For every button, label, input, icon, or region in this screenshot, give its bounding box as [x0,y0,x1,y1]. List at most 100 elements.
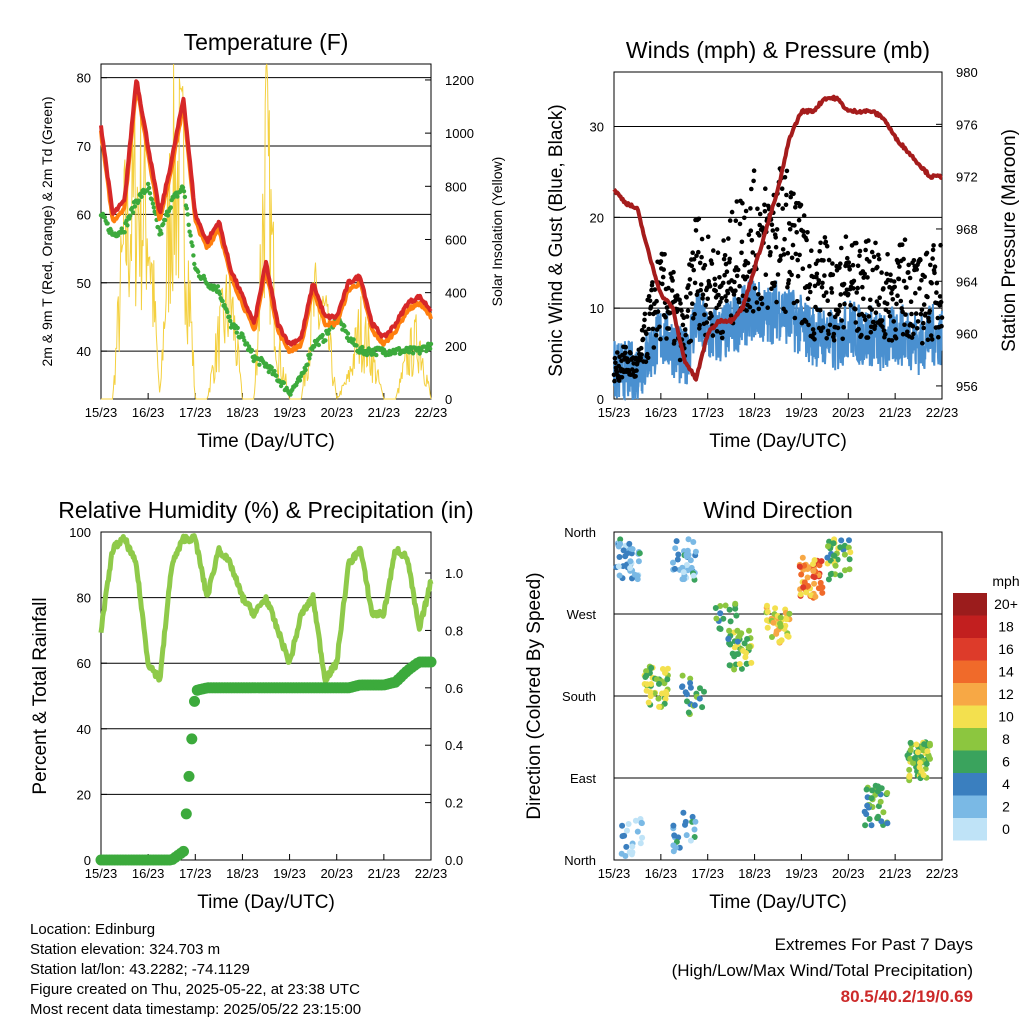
winds-gust-point [737,283,742,289]
temperature-dewpoint-point [374,352,379,358]
wind-direction-point [874,815,881,822]
winds-gust-point [714,329,720,334]
wind-direction-point [696,695,703,702]
humidity-ytick-label: 0 [84,853,91,868]
winds-gust-point [918,257,923,263]
winds-gust-point [886,309,891,315]
winds-gust-point [680,322,686,328]
wind-direction-point [796,563,803,570]
winds-gust-point [797,252,802,258]
winds-gust-point [647,298,653,304]
wind-direction-point [647,693,654,700]
winds-gust-point [677,357,683,363]
extremes-box: Extremes For Past 7 Days (High/Low/Max W… [672,932,973,1010]
temperature-dewpoint-point [215,284,221,289]
winds-gust-point [640,336,646,342]
winds-gust-point [612,355,618,361]
winds-gust-point [692,280,698,286]
wind-direction-point [800,584,807,591]
winds-gust-point [725,290,731,296]
winds-gust-point [939,323,944,329]
winds-gust-point [762,202,767,208]
humidity-precip-point [186,733,198,745]
temperature-ytick-label: 60 [77,207,91,222]
temperature-dewpoint-point [165,213,171,218]
winds-gust-point [835,325,841,331]
wind-direction-point [764,602,770,609]
temperature-dewpoint-point [147,191,153,196]
wind-direction-point [662,669,668,676]
winds-gust-point [662,252,667,257]
winds-gust-point [919,307,925,313]
temperature-dewpoint-point [119,226,124,231]
wind-direction-point [799,554,806,561]
winds-ytick-label: 30 [590,120,604,135]
humidity-y2tick-label: 0.0 [445,853,463,868]
wind-direction-point [655,695,662,702]
winds-gust-point [791,191,796,197]
winds-gust-point [811,331,817,336]
winds-gust-point [751,168,757,173]
winds-gust-point [660,274,666,280]
winds-gust-point [619,375,625,380]
humidity-xtick-label: 18/23 [226,866,259,881]
wind-direction-point [819,589,826,596]
wind-direction-point [683,553,690,560]
temperature-dewpoint-point [188,233,193,238]
temperature-dewpoint-point [345,331,351,336]
temperature-dewpoint-point [303,367,308,373]
wind-direction-point [716,625,723,632]
winds-y2label: Station Pressure (Maroon) [999,129,1020,352]
winds-gust-point [823,239,829,245]
winds-gust-point [705,234,711,240]
winds-gust-point [645,355,651,361]
winds-gust-point [646,294,652,299]
temperature-dewpoint-point [410,351,416,356]
winds-gust-point [783,309,788,315]
winds-gust-point [885,252,890,257]
winds-gust-point [639,352,644,357]
winds-pressure-series [612,94,943,382]
wind-direction-point [670,559,676,566]
winds-gust-point [798,202,804,208]
winds-xtick-label: 18/23 [738,405,771,420]
humidity-ytick-label: 40 [77,722,91,737]
winds-gust-point [871,319,876,325]
temperature-y2label: Solar Insolation (Yellow) [489,157,505,307]
wind-direction-point [863,786,870,793]
winds-gust-point [824,290,829,295]
wind-direction-point [732,605,739,612]
winds-gust-point [841,325,846,330]
temperature-dewpoint-point [180,185,186,190]
winds-gust-point [906,262,911,268]
winds-gust-point [784,168,790,174]
wind-direction-point [846,566,853,573]
winds-gust-point [727,218,733,223]
winds-gust-point [792,315,798,321]
winds-gust-point [781,252,787,257]
winds-gust-point [747,304,753,310]
extremes-subtitle: (High/Low/Max Wind/Total Precipitation) [671,961,973,980]
winds-xtick-label: 22/23 [926,405,959,420]
winds-gust-point [826,257,832,263]
wind-direction-colorbar-swatch [953,818,987,841]
winds-gust-point [784,192,789,198]
winds-gust-point [782,175,788,180]
temperature-dewpoint-point [281,380,287,385]
winds-gust-point [642,317,647,323]
winds-gust-point [782,236,787,242]
temperature-dewpoint-point [257,362,262,367]
winds-gust-point [903,312,908,317]
wind-direction-point [731,666,738,673]
winds-gust-point [814,274,819,280]
wind-direction-point [634,828,641,835]
wind-direction-point [726,662,733,669]
winds-xtick-label: 20/23 [832,405,865,420]
winds-gust-point [762,209,768,214]
wind-direction-colorbar-swatch [953,638,987,661]
winds-gust-point [786,278,792,283]
winds-gust-point [650,326,656,332]
wind-direction-colorbar-title: mph [992,573,1019,589]
winds-gust-point [936,334,941,340]
winds-gust-point [763,186,768,191]
